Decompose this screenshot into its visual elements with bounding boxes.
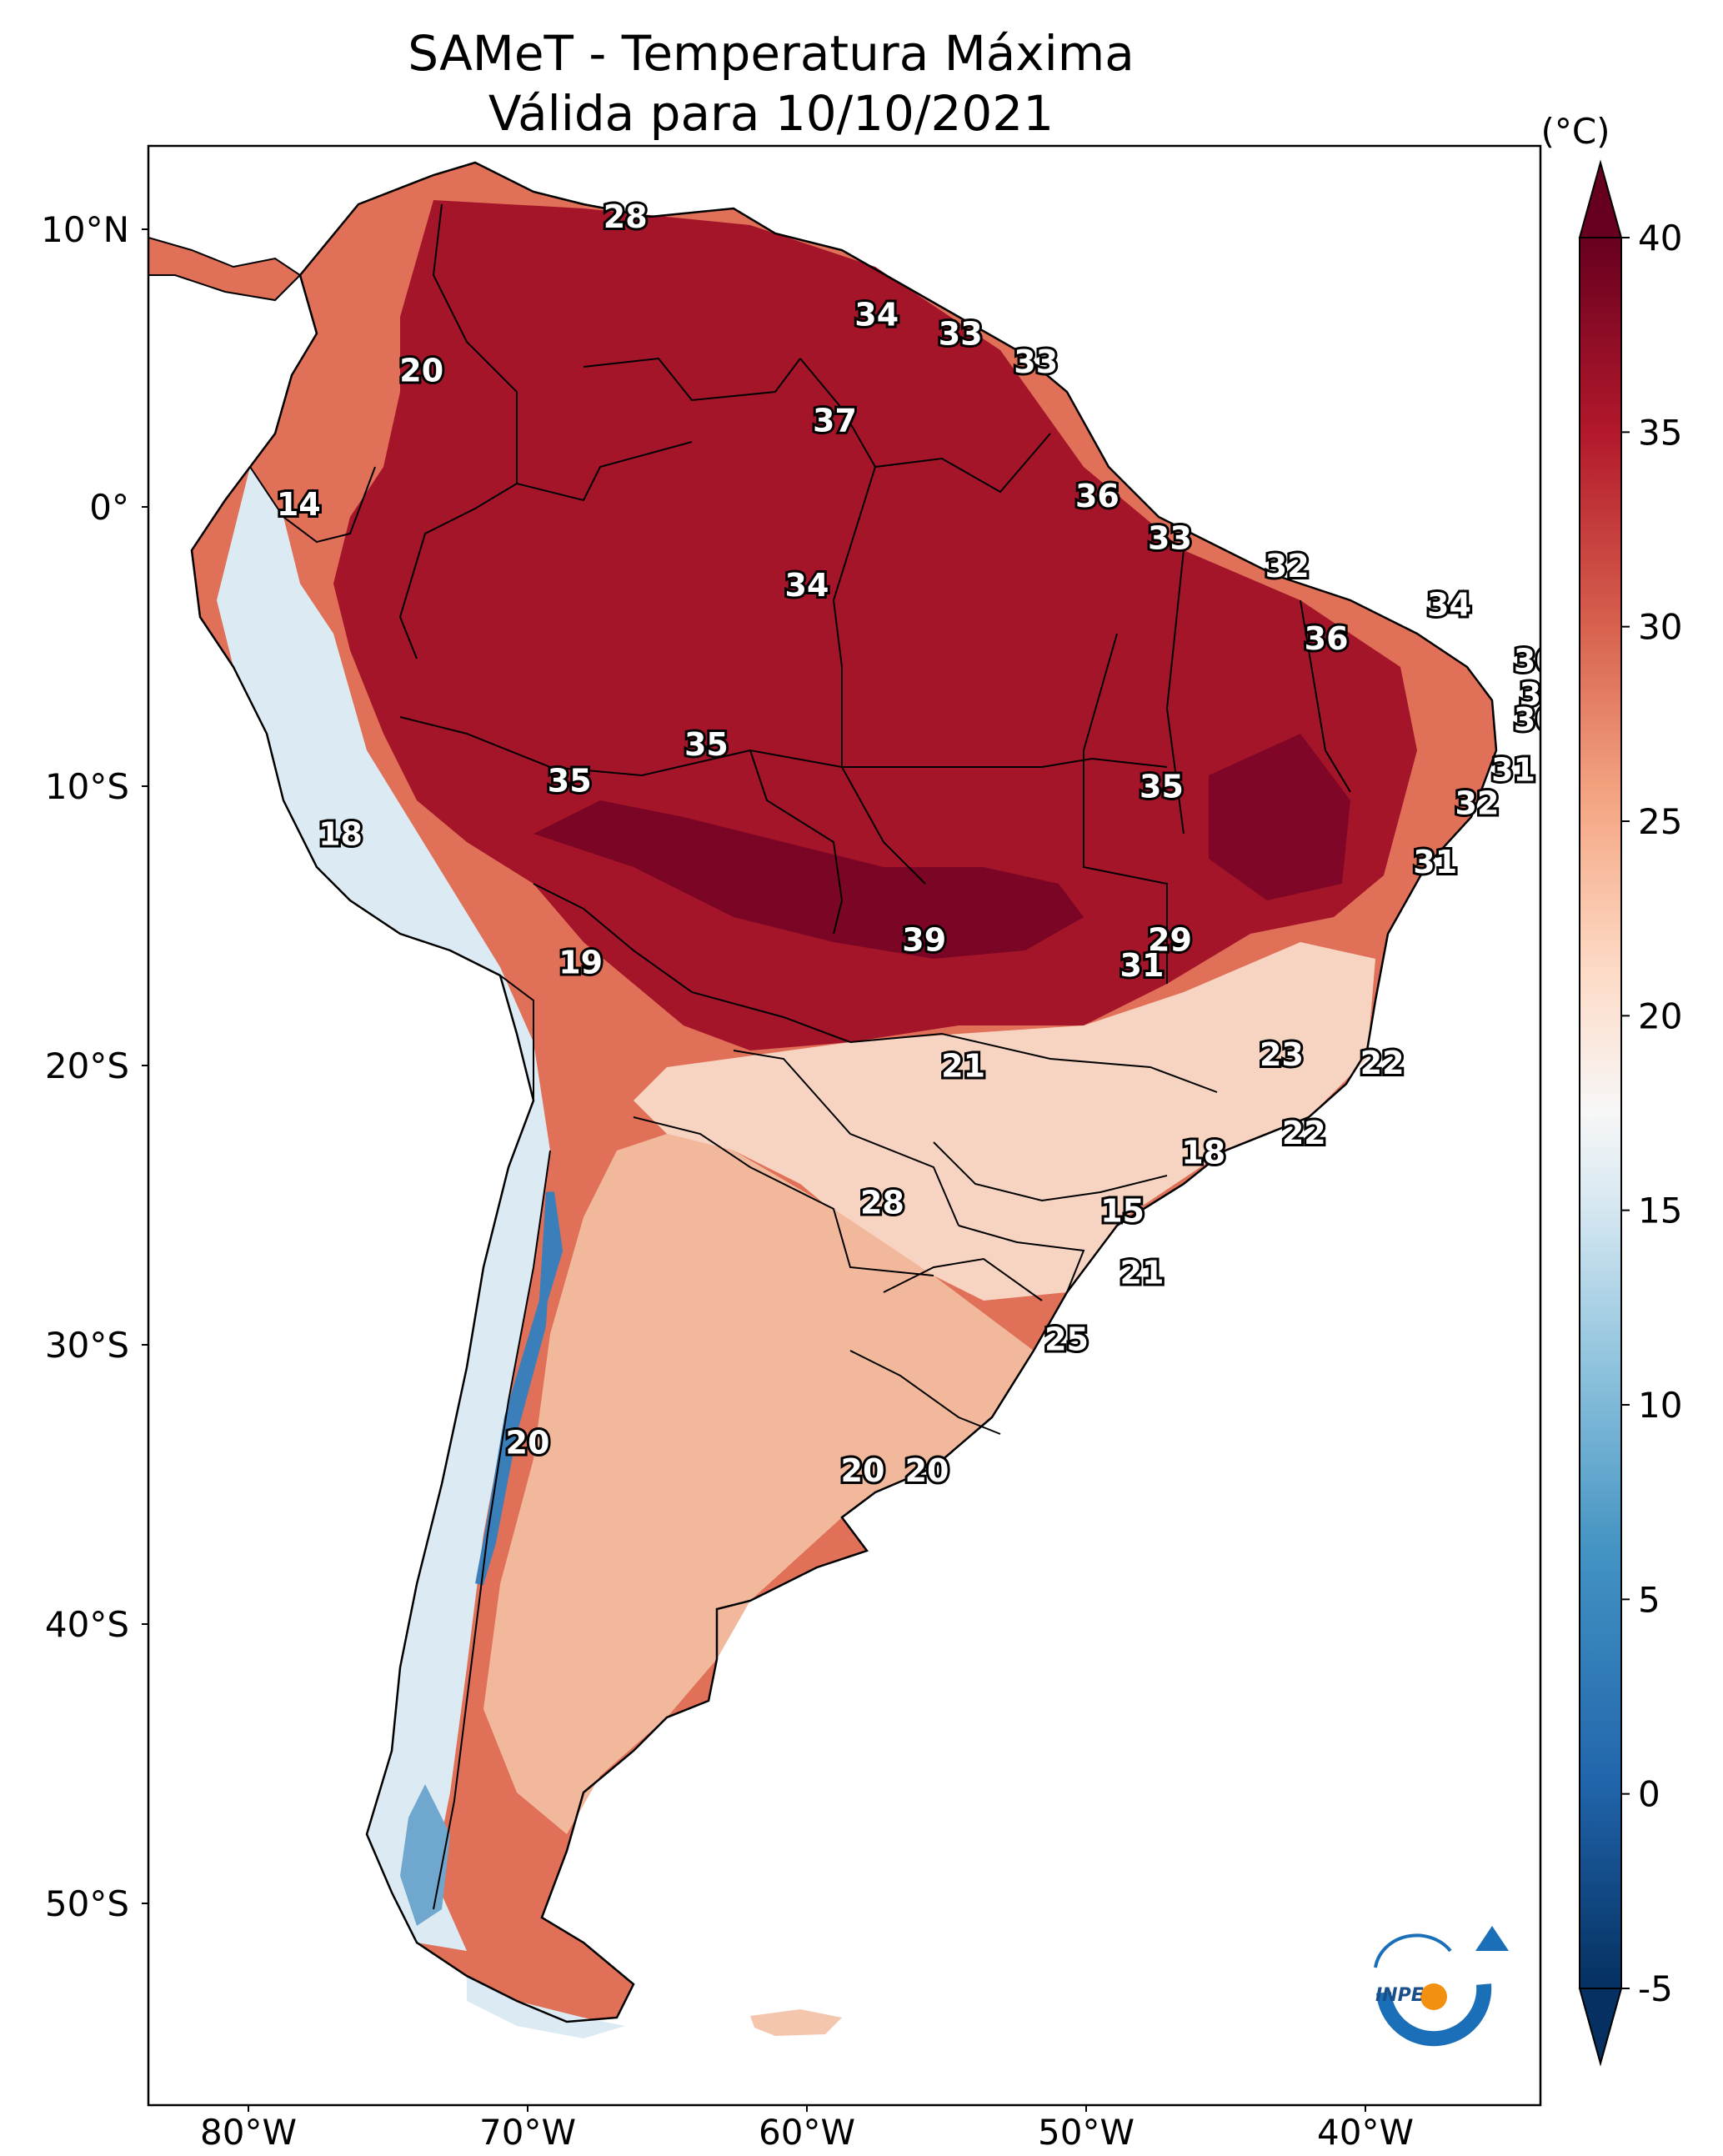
temperature-label: 18 — [1181, 1134, 1225, 1171]
temperature-label: 20 — [399, 352, 443, 389]
temperature-label: 33 — [1148, 519, 1192, 556]
southeast-mild-region — [634, 942, 1375, 1301]
andes-cool-strip — [217, 467, 550, 1951]
lat-label-10s: 10°S — [45, 766, 129, 807]
central-america-strip — [148, 236, 302, 302]
temperature-label: 21 — [1120, 1254, 1165, 1291]
temperature-label: 34 — [854, 296, 899, 333]
temperature-label: 30 — [1514, 701, 1558, 738]
temperature-label: 36 — [1075, 478, 1119, 514]
colorbar-gradient — [1579, 237, 1622, 1989]
inpe-logo: INPE — [1374, 1926, 1509, 2047]
temperature-label: 28 — [604, 198, 648, 235]
logo-text: INPE — [1375, 1985, 1424, 2006]
temperature-label: 15 — [1100, 1193, 1144, 1230]
temperature-label: 33 — [939, 316, 983, 353]
longitude-axis: 80°W 70°W 60°W 50°W 40°W — [200, 2105, 1414, 2153]
temperature-label: 29 — [1148, 922, 1192, 959]
colorbar-bottom-arrow — [1578, 1988, 1623, 2067]
temperature-label: 35 — [548, 763, 592, 800]
colorbar-tick-label: 30 — [1638, 607, 1682, 648]
lon-label-50w: 50°W — [1038, 2112, 1134, 2153]
latitude-axis: 10°N 0° 10°S 20°S 30°S 40°S 50°S — [41, 209, 148, 1924]
temperature-label: 30 — [1520, 676, 1564, 713]
map-title: SAMeT - Temperatura Máxima Válida para 1… — [0, 23, 1542, 143]
lon-label-80w: 80°W — [200, 2112, 297, 2153]
coastline — [190, 161, 1498, 2023]
temperature-label: 20 — [506, 1425, 550, 1462]
lat-label-30s: 30°S — [45, 1325, 129, 1366]
lat-label-10n: 10°N — [41, 209, 129, 250]
south-region — [483, 1134, 1034, 1834]
temperature-label: 14 — [277, 486, 321, 523]
title-line-1: SAMeT - Temperatura Máxima — [408, 25, 1134, 82]
colorbar-tick-label: 25 — [1638, 801, 1682, 842]
temperature-label: 37 — [813, 403, 857, 439]
colorbar-unit: (°C) — [1540, 111, 1610, 152]
temperature-label: 39 — [902, 922, 946, 959]
colorbar-tick-label: 0 — [1638, 1774, 1660, 1815]
temperature-label: 33 — [1014, 343, 1058, 380]
temperature-label: 32 — [1265, 548, 1310, 584]
temperature-label: 31 — [1491, 751, 1535, 788]
temperature-label: 32 — [1455, 785, 1500, 822]
colorbar-tick-label: 20 — [1638, 995, 1682, 1036]
temperature-label: 34 — [785, 567, 829, 604]
temperature-label: 25 — [1044, 1321, 1089, 1358]
colorbar-tick-label: 5 — [1638, 1579, 1660, 1620]
hot-northeast-core — [1209, 734, 1350, 900]
map-frame — [147, 144, 1542, 2107]
temperature-label: 31 — [1413, 844, 1457, 880]
temperature-label: 35 — [1139, 768, 1184, 805]
colorbar-tick-label: 15 — [1638, 1191, 1682, 1231]
temperature-label: 21 — [941, 1047, 985, 1084]
title-line-2: Válida para 10/10/2021 — [488, 85, 1054, 142]
colorbar-tick-label: 35 — [1638, 412, 1682, 453]
temperature-label: 34 — [1427, 587, 1471, 624]
temperature-label: 22 — [1360, 1045, 1405, 1081]
temperature-label: 18 — [318, 815, 363, 852]
colorbar-top-arrow — [1578, 159, 1623, 238]
colorbar-tick-label: -5 — [1638, 1968, 1673, 2009]
colorbar-ticks: 40 35 30 25 20 15 10 5 0 -5 — [1621, 218, 1682, 2009]
lon-label-70w: 70°W — [479, 2112, 576, 2153]
lon-label-60w: 60°W — [759, 2112, 855, 2153]
inpe-logo-icon — [1376, 1983, 1492, 2047]
temperature-label: 19 — [558, 944, 603, 980]
lon-label-40w: 40°W — [1317, 2112, 1414, 2153]
temperature-label: 22 — [1282, 1115, 1326, 1151]
temperature-label: 35 — [684, 726, 729, 763]
lat-label-40s: 40°S — [45, 1604, 129, 1645]
temperature-label: 28 — [860, 1185, 904, 1221]
falkland-islands — [750, 2009, 842, 2036]
temperature-label: 23 — [1260, 1036, 1304, 1073]
temperature-label: 30 — [1514, 643, 1558, 679]
hottest-region — [533, 800, 1084, 959]
lat-label-20s: 20°S — [45, 1045, 129, 1086]
colorbar-tick-label: 10 — [1638, 1385, 1682, 1426]
temperature-label: 20 — [841, 1452, 885, 1489]
colorbar-tick-label: 40 — [1638, 218, 1682, 258]
temperature-label: 20 — [905, 1452, 949, 1489]
temperature-label: 36 — [1305, 620, 1349, 657]
temperature-label: 31 — [1120, 947, 1165, 984]
tierra-del-fuego — [467, 1976, 625, 2038]
country-borders — [249, 203, 1351, 1910]
lat-label-50s: 50°S — [45, 1883, 129, 1924]
lat-label-0: 0° — [89, 487, 129, 528]
colorbar: (°C) 40 35 30 25 20 15 10 5 0 -5 — [1540, 111, 1682, 2067]
